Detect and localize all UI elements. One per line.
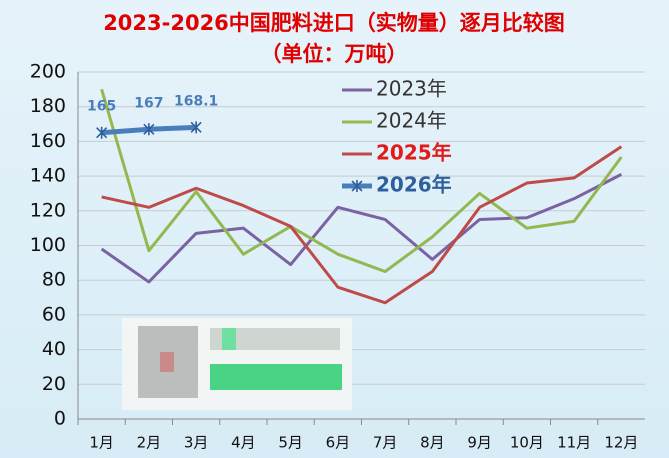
x-tick-label: 9月 (467, 434, 492, 452)
y-tick-label: 100 (30, 234, 66, 256)
overlay-block (222, 328, 236, 350)
y-tick-label: 140 (30, 165, 66, 187)
y-tick-label: 200 (30, 61, 66, 83)
series-line (101, 145, 623, 305)
blurred-overlay (122, 318, 352, 410)
marker (96, 126, 108, 139)
x-tick-label: 5月 (278, 434, 303, 452)
x-tick-label: 8月 (420, 434, 445, 452)
data-label: 167 (134, 95, 163, 111)
series-line (100, 173, 623, 284)
overlay-block (210, 328, 340, 350)
x-tick-label: 4月 (231, 434, 256, 452)
data-label: 168.1 (174, 93, 218, 109)
x-tick-label: 11月 (557, 434, 591, 452)
marker (351, 180, 363, 192)
y-tick-label: 120 (30, 199, 66, 221)
x-tick-label: 1月 (89, 434, 114, 452)
y-tick-label: 20 (42, 373, 66, 395)
x-tick-label: 10月 (510, 434, 544, 452)
y-tick-label: 160 (30, 130, 66, 152)
x-tick-label: 12月 (604, 434, 638, 452)
y-tick-label: 0 (54, 408, 66, 430)
y-tick-label: 180 (30, 95, 66, 117)
x-tick-label: 7月 (373, 434, 398, 452)
series-line (100, 88, 623, 274)
overlay-block (210, 364, 342, 390)
legend-label: 2024年 (376, 109, 447, 133)
x-tick-label: 3月 (184, 434, 209, 452)
legend-label: 2023年 (376, 77, 447, 101)
overlay-block (160, 352, 174, 372)
legend-label: 2025年 (376, 141, 452, 165)
x-tick-label: 6月 (326, 434, 351, 452)
marker (190, 121, 202, 134)
chart-title: 2023-2026中国肥料进口（实物量）逐月比较图 (103, 11, 565, 35)
data-label: 165 (87, 99, 116, 115)
y-tick-label: 80 (42, 269, 66, 291)
x-tick-label: 2月 (137, 434, 162, 452)
y-tick-label: 60 (42, 303, 66, 325)
marker (143, 123, 155, 136)
legend-label: 2026年 (376, 173, 452, 197)
chart-subtitle: （单位：万吨） (261, 42, 408, 66)
y-tick-label: 40 (42, 338, 66, 360)
